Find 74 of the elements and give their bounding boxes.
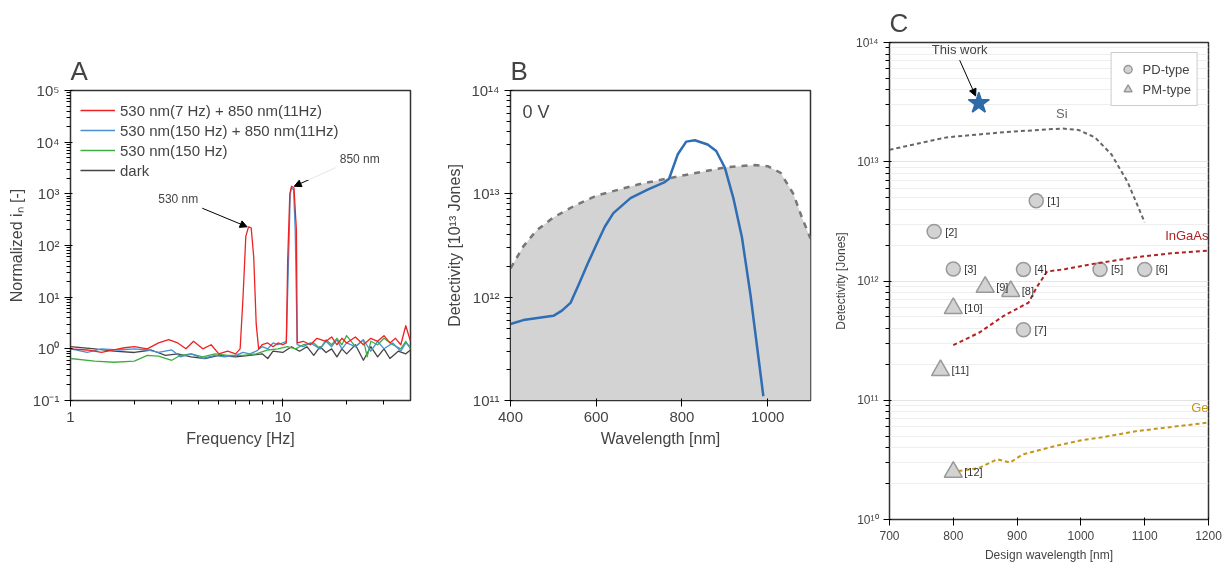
y-tick-label: 10¹ xyxy=(37,288,60,306)
x-tick-label: 700 xyxy=(879,528,900,543)
y-tick-label: 10¹⁴ xyxy=(856,35,879,50)
annotation: [5] xyxy=(1111,263,1124,276)
x-tick-label: 400 xyxy=(497,407,524,425)
point xyxy=(1028,193,1044,209)
y-axis-title: Detectivity [10¹³ Jones] xyxy=(446,164,464,327)
point xyxy=(1015,322,1032,338)
annotation: 0 V xyxy=(522,101,550,122)
x-axis-title: Design wavelength [nm] xyxy=(984,547,1114,562)
point xyxy=(926,223,942,240)
annotation: [2] xyxy=(945,225,958,238)
annotation: [4] xyxy=(1034,263,1047,276)
x-axis-title: Wavelength [nm] xyxy=(600,429,721,447)
point xyxy=(930,359,951,377)
point xyxy=(1092,261,1108,278)
point xyxy=(943,460,964,478)
x-tick-label: 800 xyxy=(943,528,964,543)
y-tick-label: 10⁵ xyxy=(36,82,60,99)
series-label: Si xyxy=(1055,105,1068,121)
y-axis-title: Normalized iₙ [-] xyxy=(7,188,25,303)
annotation: 530 nm xyxy=(158,192,199,207)
annotation: [12] xyxy=(964,466,983,479)
annotation: [1] xyxy=(1047,194,1060,207)
x-tick-label: 1000 xyxy=(750,407,785,425)
point xyxy=(943,297,964,315)
y-tick-label: 10² xyxy=(37,237,60,254)
chart-title: A xyxy=(70,55,89,86)
legend-label: dark xyxy=(120,161,150,179)
y-tick-label: 10¹³ xyxy=(472,185,500,203)
annotation: [6] xyxy=(1155,263,1168,276)
x-tick-label: 10 xyxy=(274,407,292,425)
annotation: [3] xyxy=(964,263,977,276)
series-label: Ge xyxy=(1191,399,1209,415)
y-tick-label: 10³ xyxy=(37,185,60,203)
y-tick-label: 10¹² xyxy=(857,274,879,288)
legend-label: PM-type xyxy=(1142,81,1191,97)
point xyxy=(945,261,962,277)
annotation: [10] xyxy=(964,302,983,315)
chart-title: B xyxy=(510,55,528,86)
y-tick-label: 10¹¹ xyxy=(472,392,500,409)
x-tick-label: 1200 xyxy=(1195,528,1223,543)
y-tick-label: 10¹¹ xyxy=(857,393,879,408)
legend-label: 530 nm(150 Hz) + 850 nm(11Hz) xyxy=(120,121,339,139)
point xyxy=(1136,261,1153,278)
annotation: [9] xyxy=(996,281,1009,294)
x-tick-label: 900 xyxy=(1007,528,1028,543)
y-tick-label: 10⁰ xyxy=(37,340,60,358)
point xyxy=(1015,261,1032,278)
y-tick-label: 10⁴ xyxy=(36,133,60,151)
annotation: 850 nm xyxy=(339,151,380,166)
x-axis-title: Frequency [Hz] xyxy=(186,429,295,447)
line-series xyxy=(952,249,1209,347)
x-tick-label: 1000 xyxy=(1067,528,1095,543)
legend-label: 530 nm(7 Hz) + 850 nm(11Hz) xyxy=(120,101,322,119)
y-tick-label: 10¹⁰ xyxy=(857,512,879,527)
y-tick-label: 10¹² xyxy=(472,288,500,306)
chart-title: C xyxy=(889,7,909,38)
y-tick-label: 10⁻¹ xyxy=(32,392,60,409)
annotation: [7] xyxy=(1034,323,1047,336)
y-tick-label: 10¹³ xyxy=(857,154,879,169)
x-tick-label: 1100 xyxy=(1131,528,1158,543)
text: This work xyxy=(931,42,988,58)
annotation: [11] xyxy=(951,364,970,377)
series-label: InGaAs xyxy=(1165,227,1209,243)
annotation: [8] xyxy=(1021,285,1034,298)
x-tick-label: 800 xyxy=(669,407,695,425)
x-tick-label: 600 xyxy=(583,407,609,425)
y-axis-title: Detectivity [Jones] xyxy=(834,232,848,330)
legend-label: 530 nm(150 Hz) xyxy=(120,141,228,159)
y-tick-label: 10¹⁴ xyxy=(471,82,500,99)
x-tick-label: 1 xyxy=(66,407,75,425)
legend-label: PD-type xyxy=(1142,61,1190,77)
line-series xyxy=(510,139,765,398)
